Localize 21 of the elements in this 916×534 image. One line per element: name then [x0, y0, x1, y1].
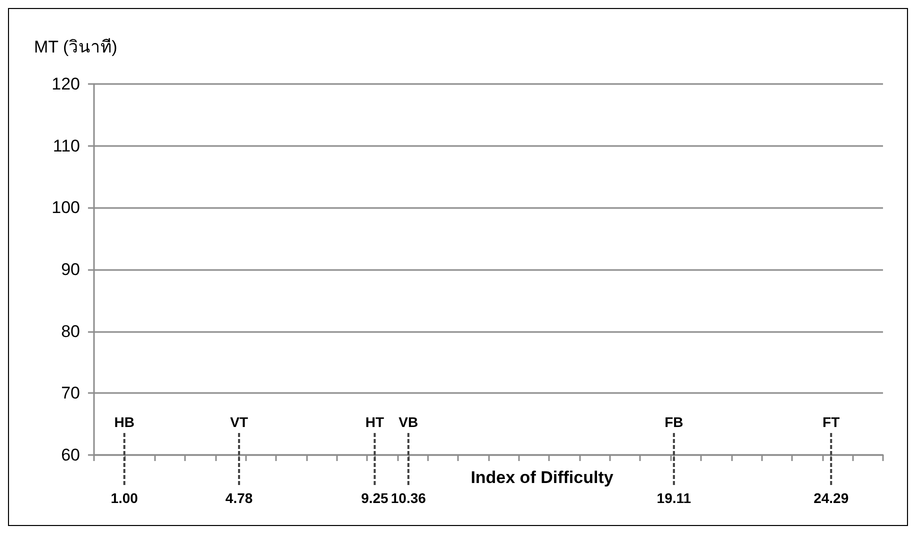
ref-line-label: HB [114, 414, 134, 430]
x-tick-label: 24.29 [814, 490, 849, 506]
x-tick-label: 9.25 [361, 490, 389, 506]
y-tick-label: 70 [61, 384, 80, 403]
ref-line-label: FT [822, 414, 840, 430]
y-tick-label: 60 [61, 446, 80, 464]
y-tick-label: 110 [52, 136, 80, 156]
ref-line-label: HT [365, 414, 384, 430]
y-tick-label: 120 [52, 74, 80, 94]
ref-line-label: VT [230, 414, 248, 430]
y-tick-label: 100 [52, 198, 80, 218]
ref-line-label: VB [398, 414, 418, 430]
x-tick-label: 4.78 [225, 490, 253, 506]
x-tick-label: 10.36 [390, 490, 426, 506]
y-axis-title: MT (วินาที) [34, 38, 118, 56]
x-axis-title: Index of Difficulty [470, 468, 614, 487]
y-tick-label: 80 [61, 322, 80, 341]
y-tick-label: 90 [61, 260, 80, 279]
x-tick-label: 1.00 [110, 490, 138, 506]
x-tick-label: 19.11 [656, 490, 692, 506]
ref-line-label: FB [664, 414, 684, 430]
